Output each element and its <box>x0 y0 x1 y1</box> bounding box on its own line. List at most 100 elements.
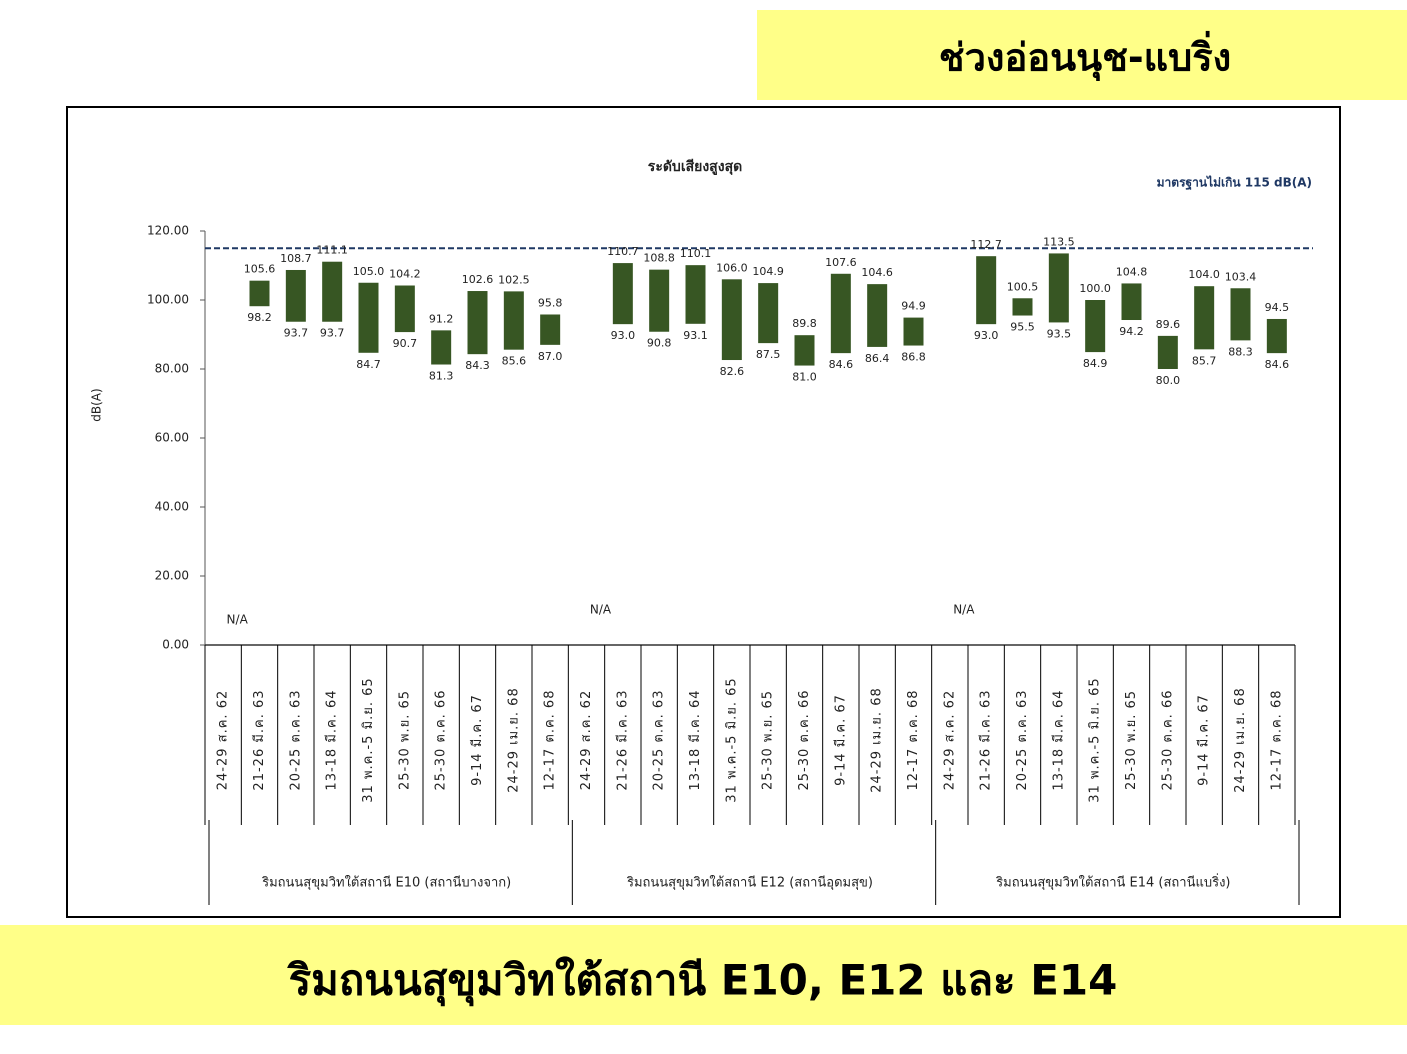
range-bar <box>685 265 706 324</box>
na-label: N/A <box>227 613 249 627</box>
y-tick-label: 0.00 <box>162 638 189 652</box>
x-tick-label: 9-14 มี.ค. 67 <box>469 694 485 786</box>
high-label: 89.8 <box>792 317 817 330</box>
low-label: 81.3 <box>429 370 454 383</box>
x-tick-label: 13-18 มี.ค. 64 <box>687 689 703 790</box>
x-tick-label: 9-14 มี.ค. 67 <box>1196 694 1212 786</box>
high-label: 108.7 <box>280 252 312 265</box>
range-bar <box>794 335 815 366</box>
group-label: ริมถนนสุขุมวิทใต้สถานี E12 (สถานีอุดมสุข… <box>626 875 873 891</box>
range-bar <box>612 263 633 325</box>
range-bar <box>1230 288 1251 341</box>
range-bar <box>903 317 924 346</box>
high-label: 105.6 <box>244 263 276 276</box>
low-label: 84.6 <box>829 358 854 371</box>
high-label: 104.6 <box>861 266 893 279</box>
chart-title: ระดับเสียงสูงสุด <box>648 159 742 175</box>
range-bar <box>830 273 851 354</box>
range-bar <box>322 261 343 322</box>
range-bar <box>358 282 379 353</box>
y-axis-label: dB(A) <box>90 388 104 421</box>
low-label: 85.6 <box>502 355 527 368</box>
high-label: 104.8 <box>1116 265 1148 278</box>
range-bar <box>431 330 452 365</box>
x-tick-label: 24-29 ส.ค. 62 <box>579 690 594 790</box>
x-tick-label: 24-29 เม.ย. 68 <box>506 687 521 792</box>
x-tick-label: 12-17 ต.ค. 68 <box>543 690 558 791</box>
high-label: 102.5 <box>498 273 530 286</box>
x-tick-label: 21-26 มี.ค. 63 <box>251 689 267 790</box>
low-label: 81.0 <box>792 371 817 384</box>
y-tick-label: 20.00 <box>155 569 189 583</box>
range-bar <box>394 285 415 333</box>
x-tick-label: 25-30 ต.ค. 66 <box>797 690 812 791</box>
high-label: 110.1 <box>680 247 712 260</box>
low-label: 85.7 <box>1192 354 1217 367</box>
high-label: 94.5 <box>1265 301 1290 314</box>
low-label: 86.8 <box>901 351 926 364</box>
high-label: 100.5 <box>1007 280 1039 293</box>
footer-title: ริมถนนสุขุมวิทใต้สถานี E10, E12 และ E14 <box>286 956 1117 1007</box>
x-tick-label: 12-17 ต.ค. 68 <box>906 690 921 791</box>
x-tick-label: 31 พ.ค.-5 มิ.ย. 65 <box>724 677 739 802</box>
high-label: 104.0 <box>1188 268 1220 281</box>
range-bar <box>249 280 270 307</box>
range-bar <box>285 269 306 322</box>
x-tick-label: 24-29 ส.ค. 62 <box>942 690 957 790</box>
x-tick-label: 31 พ.ค.-5 มิ.ย. 65 <box>1088 677 1103 802</box>
low-label: 93.7 <box>320 327 345 340</box>
range-bar <box>540 314 561 345</box>
low-label: 93.5 <box>1047 327 1072 340</box>
x-tick-label: 20-25 ต.ค. 63 <box>288 690 303 791</box>
range-bar <box>867 284 888 347</box>
high-label: 108.8 <box>643 252 675 265</box>
x-tick-label: 21-26 มี.ค. 63 <box>614 689 630 790</box>
x-tick-label: 20-25 ต.ค. 63 <box>1015 690 1030 791</box>
low-label: 87.0 <box>538 350 563 363</box>
low-label: 84.9 <box>1083 357 1108 370</box>
high-label: 94.9 <box>901 300 926 313</box>
low-label: 84.6 <box>1265 358 1290 371</box>
range-bar <box>758 283 779 344</box>
range-bar <box>1048 253 1069 323</box>
high-label: 104.2 <box>389 268 421 281</box>
low-label: 93.0 <box>974 329 999 342</box>
high-label: 91.2 <box>429 312 454 325</box>
x-tick-label: 21-26 มี.ค. 63 <box>978 689 994 790</box>
y-tick-label: 80.00 <box>155 362 189 376</box>
x-tick-label: 24-29 ส.ค. 62 <box>216 690 231 790</box>
high-label: 100.0 <box>1079 282 1111 295</box>
range-bar <box>1157 335 1178 369</box>
x-tick-label: 13-18 มี.ค. 64 <box>324 689 340 790</box>
low-label: 86.4 <box>865 352 890 365</box>
high-label: 89.6 <box>1156 318 1181 331</box>
range-bar <box>1012 298 1033 316</box>
header-box <box>757 10 1407 100</box>
x-tick-label: 25-30 ต.ค. 66 <box>1160 690 1175 791</box>
y-tick-label: 120.00 <box>147 224 189 238</box>
chart-frame <box>66 106 1341 918</box>
range-bar <box>467 291 488 355</box>
high-label: 112.7 <box>970 238 1002 251</box>
na-label: N/A <box>590 603 612 617</box>
low-label: 90.7 <box>393 337 418 350</box>
x-tick-label: 24-29 เม.ย. 68 <box>870 687 885 792</box>
high-label: 104.9 <box>752 265 784 278</box>
group-label: ริมถนนสุขุมวิทใต้สถานี E14 (สถานีแบริ่ง) <box>995 874 1230 891</box>
x-tick-label: 25-30 ต.ค. 66 <box>434 690 449 791</box>
range-bar <box>721 279 742 361</box>
y-tick-label: 60.00 <box>155 431 189 445</box>
high-label: 103.4 <box>1225 270 1257 283</box>
x-tick-label: 25-30 พ.ย. 65 <box>1124 690 1139 790</box>
low-label: 95.5 <box>1010 321 1035 334</box>
y-tick-label: 40.00 <box>155 500 189 514</box>
range-bar <box>1085 300 1106 353</box>
group-label: ริมถนนสุขุมวิทใต้สถานี E10 (สถานีบางจาก) <box>261 875 511 891</box>
standard-annotation: มาตรฐานไม่เกิน 115 dB(A) <box>1157 175 1312 191</box>
low-label: 93.7 <box>284 327 309 340</box>
low-label: 80.0 <box>1156 374 1181 387</box>
low-label: 93.1 <box>683 329 708 342</box>
range-bar <box>1121 283 1142 321</box>
